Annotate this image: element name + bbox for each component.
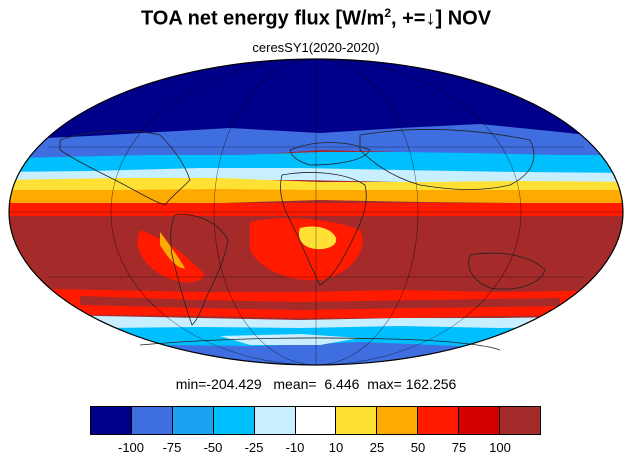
coast-australia <box>468 252 546 290</box>
colorbar-box <box>254 407 296 434</box>
colorbar-box <box>418 407 460 434</box>
map-subtitle: ceresSY1(2020-2020) <box>252 40 380 55</box>
zone-africa-red <box>250 218 363 281</box>
colorbar-tick-label: 10 <box>328 440 344 455</box>
coast-antarctica <box>139 337 501 351</box>
colorbar-tick-label: -100 <box>117 440 145 455</box>
stat-mean: 6.446 <box>324 376 360 392</box>
stat-min: -204.429 <box>206 376 262 392</box>
map-outline <box>8 58 624 366</box>
colorbar-labels: -100 -75 -50 -25 -10 10 25 50 75 100 <box>90 440 541 458</box>
stat-max: 162.256 <box>405 376 457 392</box>
colorbar-box <box>295 407 337 434</box>
zone-antarctica-pale <box>220 334 360 345</box>
colorbar-tick-label: 50 <box>410 440 426 455</box>
colorbar-box <box>500 407 540 434</box>
map-title: TOA net energy flux [W/m2, +=↓] NOV <box>140 6 492 30</box>
map-stats: min=-204.429 mean= 6.446 max= 162.256 <box>175 376 457 392</box>
zone-south-darkred <box>80 296 560 310</box>
colorbar <box>90 406 541 435</box>
zone-africa-yellow <box>298 226 337 250</box>
colorbar-box <box>459 407 501 434</box>
colorbar-box <box>131 407 173 434</box>
colorbar-tick-label: -75 <box>162 440 182 455</box>
coastlines <box>59 129 546 351</box>
colorbar-box <box>213 407 255 434</box>
colorbar-tick-label: -50 <box>203 440 223 455</box>
colorbar-box <box>377 407 419 434</box>
colorbar-tick-label: 75 <box>451 440 467 455</box>
zone-antarctica-blue <box>160 342 460 365</box>
colorbar-tick-label: -25 <box>244 440 264 455</box>
coast-asia <box>359 129 535 190</box>
colorbar-box <box>336 407 378 434</box>
colorbar-tick-label: -10 <box>285 440 305 455</box>
colorbar-box <box>91 407 132 434</box>
coast-europe <box>289 142 371 166</box>
coast-africa <box>280 172 367 286</box>
colorbar-box <box>172 407 214 434</box>
coast-south-america <box>170 214 229 326</box>
zone-andes-orange <box>160 232 185 269</box>
colorbar-tick-label: 100 <box>489 440 511 455</box>
coast-north-america <box>59 130 191 206</box>
colorbar-tick-label: 25 <box>369 440 385 455</box>
